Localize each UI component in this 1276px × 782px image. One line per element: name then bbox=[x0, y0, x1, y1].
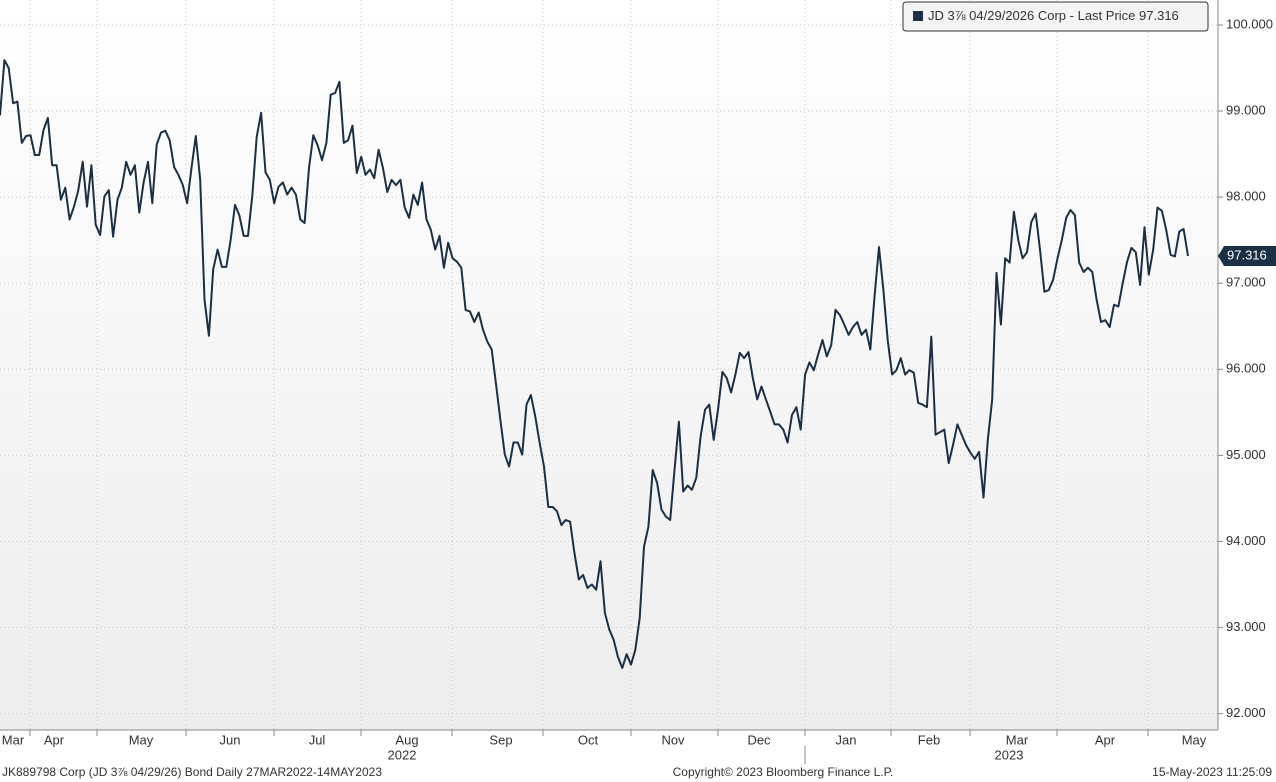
legend-value: 97.316 bbox=[1139, 8, 1179, 23]
legend-box bbox=[902, 1, 1209, 32]
last-price-label: 97.316 bbox=[1227, 247, 1267, 262]
y-tick-label: 98.000 bbox=[1226, 189, 1266, 204]
x-year-label: 2023 bbox=[995, 747, 1024, 762]
y-tick-label: 93.000 bbox=[1226, 619, 1266, 634]
footer-right: 15-May-2023 11:25:09 bbox=[1152, 765, 1272, 779]
y-tick-label: 96.000 bbox=[1226, 361, 1266, 376]
x-tick-label: Apr bbox=[44, 732, 65, 747]
legend: JD 3⅞ 04/29/2026 Corp - Last Price 97.31… bbox=[902, 1, 1209, 32]
y-tick-label: 95.000 bbox=[1226, 447, 1266, 462]
y-tick-label: 100.000 bbox=[1226, 16, 1273, 31]
x-tick-label: May bbox=[129, 732, 154, 747]
x-tick-label: Mar bbox=[2, 732, 25, 747]
x-tick-label: Feb bbox=[918, 732, 940, 747]
y-tick-label: 97.000 bbox=[1226, 275, 1266, 290]
y-tick-label: 99.000 bbox=[1226, 102, 1266, 117]
marks bbox=[0, 59, 1189, 669]
x-tick-label: Mar bbox=[1006, 732, 1029, 747]
x-year-label: 2022 bbox=[388, 747, 417, 762]
x-tick-label: Dec bbox=[747, 732, 771, 747]
x-tick-label: Jul bbox=[309, 732, 326, 747]
x-tick-label: Apr bbox=[1095, 732, 1116, 747]
price-line bbox=[0, 59, 1189, 669]
x-tick-label: Sep bbox=[489, 732, 512, 747]
footer-left: JK889798 Corp (JD 3⅞ 04/29/26) Bond Dail… bbox=[2, 765, 382, 779]
y-tick-label: 92.000 bbox=[1226, 705, 1266, 720]
x-tick-label: Jan bbox=[836, 732, 857, 747]
x-tick-label: Aug bbox=[395, 732, 418, 747]
legend-text: JD 3⅞ 04/29/2026 Corp - Last Price 97.31… bbox=[928, 8, 1179, 23]
y-tick-label: 94.000 bbox=[1226, 533, 1266, 548]
x-tick-label: May bbox=[1182, 732, 1207, 747]
plot-area bbox=[0, 0, 1218, 730]
x-tick-label: Jun bbox=[220, 732, 241, 747]
x-tick-label: Nov bbox=[661, 732, 685, 747]
footer-center: Copyright© 2023 Bloomberg Finance L.P. bbox=[673, 765, 894, 779]
x-tick-label: Oct bbox=[578, 732, 599, 747]
last-price-tag bbox=[1218, 246, 1276, 267]
legend-swatch bbox=[913, 11, 923, 21]
legend-label: JD 3⅞ 04/29/2026 Corp - Last Price bbox=[928, 8, 1135, 23]
